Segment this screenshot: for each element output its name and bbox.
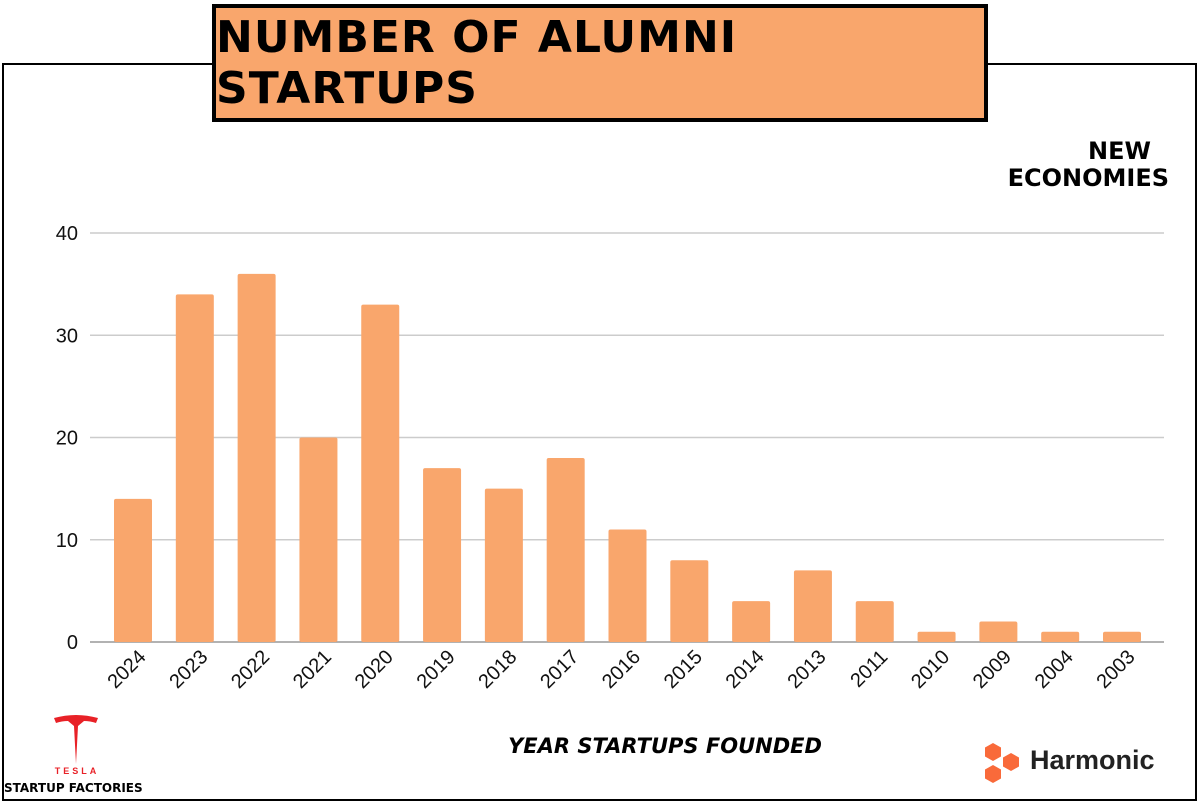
x-tick-label: 2009 <box>969 646 1016 693</box>
y-axis-ticks: 0 10 20 30 40 <box>56 223 78 654</box>
bar-2021 <box>299 437 338 642</box>
bar-2003 <box>1103 631 1141 642</box>
x-tick-label: 2010 <box>907 646 954 693</box>
x-tick-label: 2004 <box>1031 646 1078 693</box>
chart-title: NUMBER OF ALUMNI STARTUPS <box>216 12 738 114</box>
y-tick-label: 40 <box>56 223 78 245</box>
bar-2011 <box>855 601 894 642</box>
bars <box>114 273 1141 642</box>
harmonic-logo-icon <box>985 743 1019 783</box>
bar-2018 <box>484 488 523 642</box>
title-banner: NUMBER OF ALUMNI STARTUPS <box>212 4 988 122</box>
x-tick-label: 2018 <box>474 646 521 693</box>
x-tick-label: 2015 <box>660 646 707 693</box>
bar-2010 <box>917 631 956 642</box>
x-tick-label: 2016 <box>598 646 645 693</box>
bar-2017 <box>546 457 585 642</box>
x-axis-label: YEAR STARTUPS FOUNDED <box>508 734 822 758</box>
x-tick-label: 2021 <box>289 646 336 693</box>
bar-2016 <box>608 529 647 642</box>
bar-2014 <box>732 601 771 642</box>
bar-2015 <box>670 560 709 642</box>
x-tick-label: 2003 <box>1093 646 1140 693</box>
new-economies-brand: NEW ECONOMIES <box>949 138 1169 192</box>
x-tick-label: 2020 <box>351 646 398 693</box>
bar-2004 <box>1041 631 1080 642</box>
x-tick-label: 2014 <box>722 646 769 693</box>
bar-2022 <box>237 273 276 642</box>
tesla-subtitle: STARTUP FACTORIES <box>4 781 143 795</box>
brand-line1: NEW <box>1088 137 1151 165</box>
x-tick-label: 2019 <box>413 646 460 693</box>
y-tick-label: 30 <box>56 325 78 347</box>
bar-2020 <box>361 304 400 642</box>
harmonic-name: Harmonic <box>1030 745 1155 775</box>
tesla-logo-icon <box>54 715 98 764</box>
bar-2009 <box>979 621 1018 642</box>
x-tick-label: 2013 <box>783 646 830 693</box>
tesla-wordmark: TESLA <box>54 766 100 776</box>
brand-line2: ECONOMIES <box>1007 164 1169 192</box>
bar-2013 <box>793 570 832 642</box>
x-axis-ticks: 2024 2023 2022 2021 2020 2019 2018 2017 2016 2015… <box>104 646 1140 693</box>
bar-2024 <box>114 498 152 642</box>
x-tick-label: 2011 <box>846 646 892 692</box>
y-tick-label: 10 <box>56 530 78 552</box>
x-tick-label: 2024 <box>104 646 151 693</box>
x-tick-label: 2023 <box>165 646 212 693</box>
x-tick-label: 2017 <box>536 646 583 693</box>
bar-2023 <box>175 294 214 642</box>
y-tick-label: 20 <box>56 428 78 450</box>
x-tick-label: 2022 <box>227 646 274 693</box>
bar-2019 <box>423 468 462 642</box>
y-tick-label: 0 <box>67 632 78 654</box>
